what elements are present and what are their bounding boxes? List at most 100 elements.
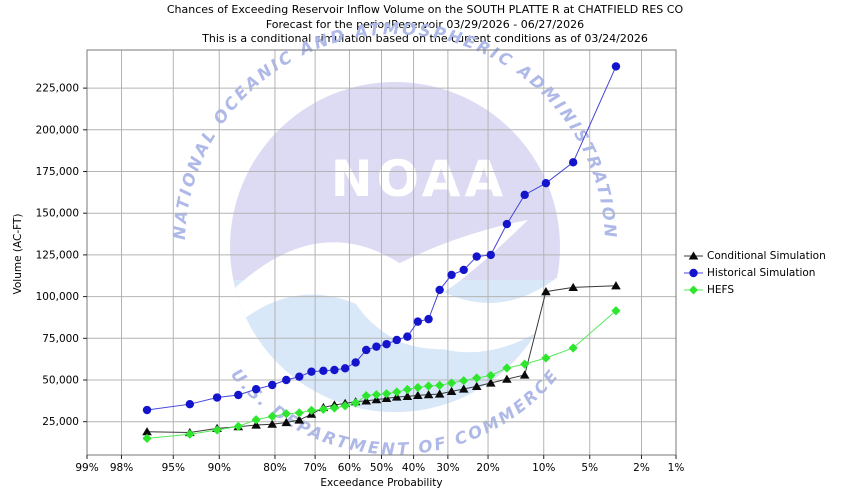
data-point-historical-simulation [268,380,277,390]
x-tick-label: 10% [532,462,555,474]
chart-title-line1: Chances of Exceeding Reservoir Inflow Vo… [166,3,684,16]
data-point-hefs [520,359,530,369]
data-point-hefs [486,370,496,381]
x-tick-label: 2% [633,462,650,474]
data-point-hefs [281,409,291,419]
legend-label: Historical Simulation [707,266,816,279]
data-point-conditional-simulation [423,390,434,399]
data-point-historical-simulation [403,332,412,341]
y-tick-label: 25,000 [42,416,79,428]
x-tick-label: 40% [402,462,425,474]
data-point-historical-simulation [413,317,423,326]
data-point-historical-simulation [372,342,381,351]
data-point-historical-simulation [351,358,360,367]
legend-item-hefs: HEFS [684,281,826,298]
y-tick-label: 175,000 [36,166,79,178]
series-layer [142,62,621,443]
data-point-conditional-simulation [294,415,305,424]
data-point-hefs [351,398,361,408]
legend-triangle-marker-icon [684,251,703,259]
data-point-historical-simulation [340,364,350,373]
data-point-conditional-simulation [281,417,292,427]
data-point-hefs [423,381,434,391]
x-tick-label: 50% [370,462,393,474]
data-point-historical-simulation [185,399,195,409]
y-axis-label: Volume (AC-FT) [12,213,24,295]
data-point-hefs [318,404,328,414]
data-point-historical-simulation [282,375,291,385]
data-point-hefs [472,373,482,383]
data-point-conditional-simulation [541,286,551,296]
y-tick-label: 150,000 [36,208,79,220]
data-point-conditional-simulation [458,384,469,393]
data-point-hefs [306,405,317,415]
data-point-conditional-simulation [434,389,445,398]
data-point-conditional-simulation [142,427,152,436]
x-tick-label: 30% [436,462,459,474]
data-point-historical-simulation [234,390,243,400]
data-point-conditional-simulation [502,374,512,383]
data-point-hefs [294,408,304,418]
x-tick-label: 98% [110,462,133,474]
data-point-historical-simulation [447,270,456,280]
data-point-hefs [568,343,578,353]
data-point-conditional-simulation [267,419,278,428]
chart-title-line3: This is a conditional simulation based o… [202,32,648,45]
data-point-historical-simulation [611,62,621,71]
data-point-hefs [329,403,340,413]
data-point-hefs [611,306,621,316]
y-tick-label: 75,000 [42,333,79,345]
y-tick-label: 50,000 [42,375,79,387]
data-point-hefs [142,433,152,443]
x-tick-label: 5% [581,462,598,474]
data-point-conditional-simulation [402,391,413,400]
legend-label: Conditional Simulation [707,249,826,262]
data-point-historical-simulation [435,285,444,295]
data-point-conditional-simulation [446,386,457,395]
legend-item-conditional-simulation: Conditional Simulation [684,247,826,264]
data-point-hefs [541,353,551,363]
data-point-historical-simulation [330,365,339,375]
data-point-historical-simulation [568,158,578,167]
x-axis-label: Exceedance Probability [320,477,443,489]
data-point-historical-simulation [319,366,328,376]
data-point-hefs [212,425,222,435]
x-tick-label: 99% [75,462,98,474]
data-point-hefs [381,389,392,399]
y-tick-label: 125,000 [36,249,79,261]
x-tick-label: 95% [162,462,185,474]
chart-title-line2: Forecast for the periodReservoir 03/29/2… [265,17,585,31]
data-point-conditional-simulation [413,390,423,399]
data-point-hefs [402,384,412,395]
axis-layer: 99% 98% 95% 90% 80% 70% 60% 50% 40% 30% 20% 10% 5% 2%… [36,49,684,474]
data-point-historical-simulation [486,250,495,260]
data-point-historical-simulation [307,367,316,376]
data-point-hefs [435,380,445,390]
data-point-conditional-simulation [471,381,482,390]
data-point-conditional-simulation [611,281,621,290]
data-point-conditional-simulation [485,378,496,387]
watermark-noaa-text: NOAA [331,150,507,208]
chart-legend: Conditional Simulation Historical Simula… [684,247,826,298]
data-point-historical-simulation [502,219,512,229]
x-tick-label: 60% [338,462,361,474]
data-point-conditional-simulation [519,370,530,379]
x-tick-label: 80% [263,462,286,474]
data-point-hefs [251,415,261,425]
data-point-hefs [392,387,402,397]
data-point-conditional-simulation [251,420,261,429]
data-point-hefs [446,378,457,388]
x-tick-label: 90% [208,462,231,474]
chart-title: Chances of Exceeding Reservoir Inflow Vo… [0,3,850,47]
data-point-hefs [371,390,382,400]
y-tick-label: 100,000 [36,291,79,303]
legend-label: HEFS [707,283,735,296]
data-point-hefs [502,363,512,373]
data-point-historical-simulation [212,393,222,402]
y-tick-label: 225,000 [36,83,79,95]
data-point-historical-simulation [392,335,401,345]
data-point-hefs [267,411,277,421]
y-tick-label: 200,000 [36,124,79,136]
legend-diamond-marker-icon [684,285,703,294]
